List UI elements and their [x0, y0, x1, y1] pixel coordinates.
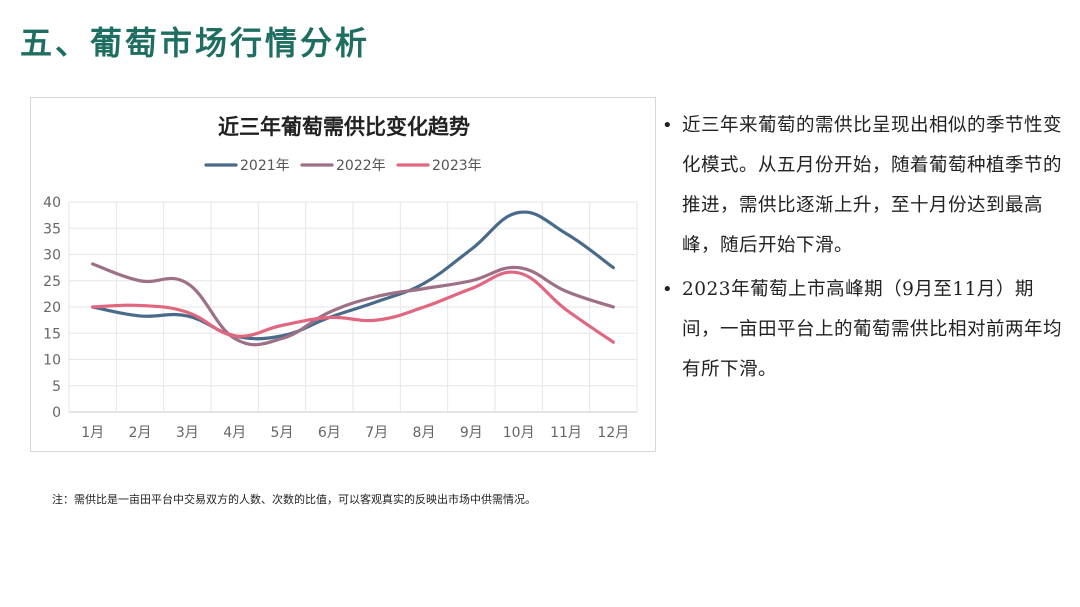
bullet-item: • 近三年来葡萄的需供比呈现出相似的季节性变化模式。从五月份开始，随着葡萄种植季节…	[660, 106, 1070, 266]
x-tick-label: 5月	[271, 425, 294, 441]
x-tick-label: 3月	[176, 425, 199, 441]
y-tick-label: 0	[52, 405, 61, 421]
slide-title: 五、葡萄市场行情分析	[20, 24, 371, 62]
bullet-list: • 近三年来葡萄的需供比呈现出相似的季节性变化模式。从五月份开始，随着葡萄种植季节…	[660, 106, 1070, 394]
bullet-dot-icon: •	[662, 279, 674, 300]
footnote: 注：需供比是一亩田平台中交易双方的人数、次数的比值，可以客观真实的反映出市场中供…	[52, 493, 536, 506]
x-tick-label: 7月	[365, 425, 388, 441]
y-tick-label: 25	[43, 274, 61, 290]
legend-label: 2023年	[432, 158, 482, 174]
bullet-text: 近三年来葡萄的需供比呈现出相似的季节性变化模式。从五月份开始，随着葡萄种植季节的…	[682, 115, 1063, 256]
x-tick-label: 12月	[597, 425, 629, 441]
x-axis: 1月 2月 3月 4月 5月 6月 7月 8月 9月 10月 11月 12月	[81, 425, 629, 441]
y-tick-label: 40	[43, 195, 61, 211]
bullet-item: • 2023年葡萄上市高峰期（9月至11月）期间，一亩田平台上的葡萄需供比相对前两…	[660, 270, 1070, 390]
x-tick-label: 11月	[550, 425, 582, 441]
series-line-2022年	[91, 262, 615, 347]
legend-label: 2022年	[336, 158, 386, 174]
y-tick-label: 5	[52, 379, 61, 395]
line-chart: 近三年葡萄需供比变化趋势 2021年 2022年 2023年 0 5 10 15 20 25 3…	[43, 115, 638, 441]
x-tick-label: 8月	[413, 425, 436, 441]
series-line-2021年	[91, 210, 615, 341]
x-tick-label: 10月	[503, 425, 535, 441]
x-tick-label: 4月	[223, 425, 246, 441]
x-tick-label: 9月	[460, 425, 483, 441]
bullet-text: 2023年葡萄上市高峰期（9月至11月）期间，一亩田平台上的葡萄需供比相对前两年…	[682, 279, 1063, 380]
legend-label: 2021年	[240, 158, 290, 174]
chart-title: 近三年葡萄需供比变化趋势	[218, 115, 470, 139]
x-tick-label: 6月	[318, 425, 341, 441]
chart-container: 近三年葡萄需供比变化趋势 2021年 2022年 2023年 0 5 10 15 20 25 3…	[30, 97, 656, 452]
y-tick-label: 30	[43, 248, 61, 264]
bullet-dot-icon: •	[662, 115, 674, 136]
y-tick-label: 35	[43, 221, 61, 237]
x-tick-label: 2月	[129, 425, 152, 441]
y-axis: 0 5 10 15 20 25 30 35 40	[43, 195, 61, 421]
series-lines	[91, 210, 615, 347]
y-tick-label: 15	[43, 326, 61, 342]
x-tick-label: 1月	[81, 425, 104, 441]
y-tick-label: 10	[43, 353, 61, 369]
series-line-2023年	[91, 270, 615, 344]
y-tick-label: 20	[43, 300, 61, 316]
chart-legend: 2021年 2022年 2023年	[204, 158, 482, 174]
